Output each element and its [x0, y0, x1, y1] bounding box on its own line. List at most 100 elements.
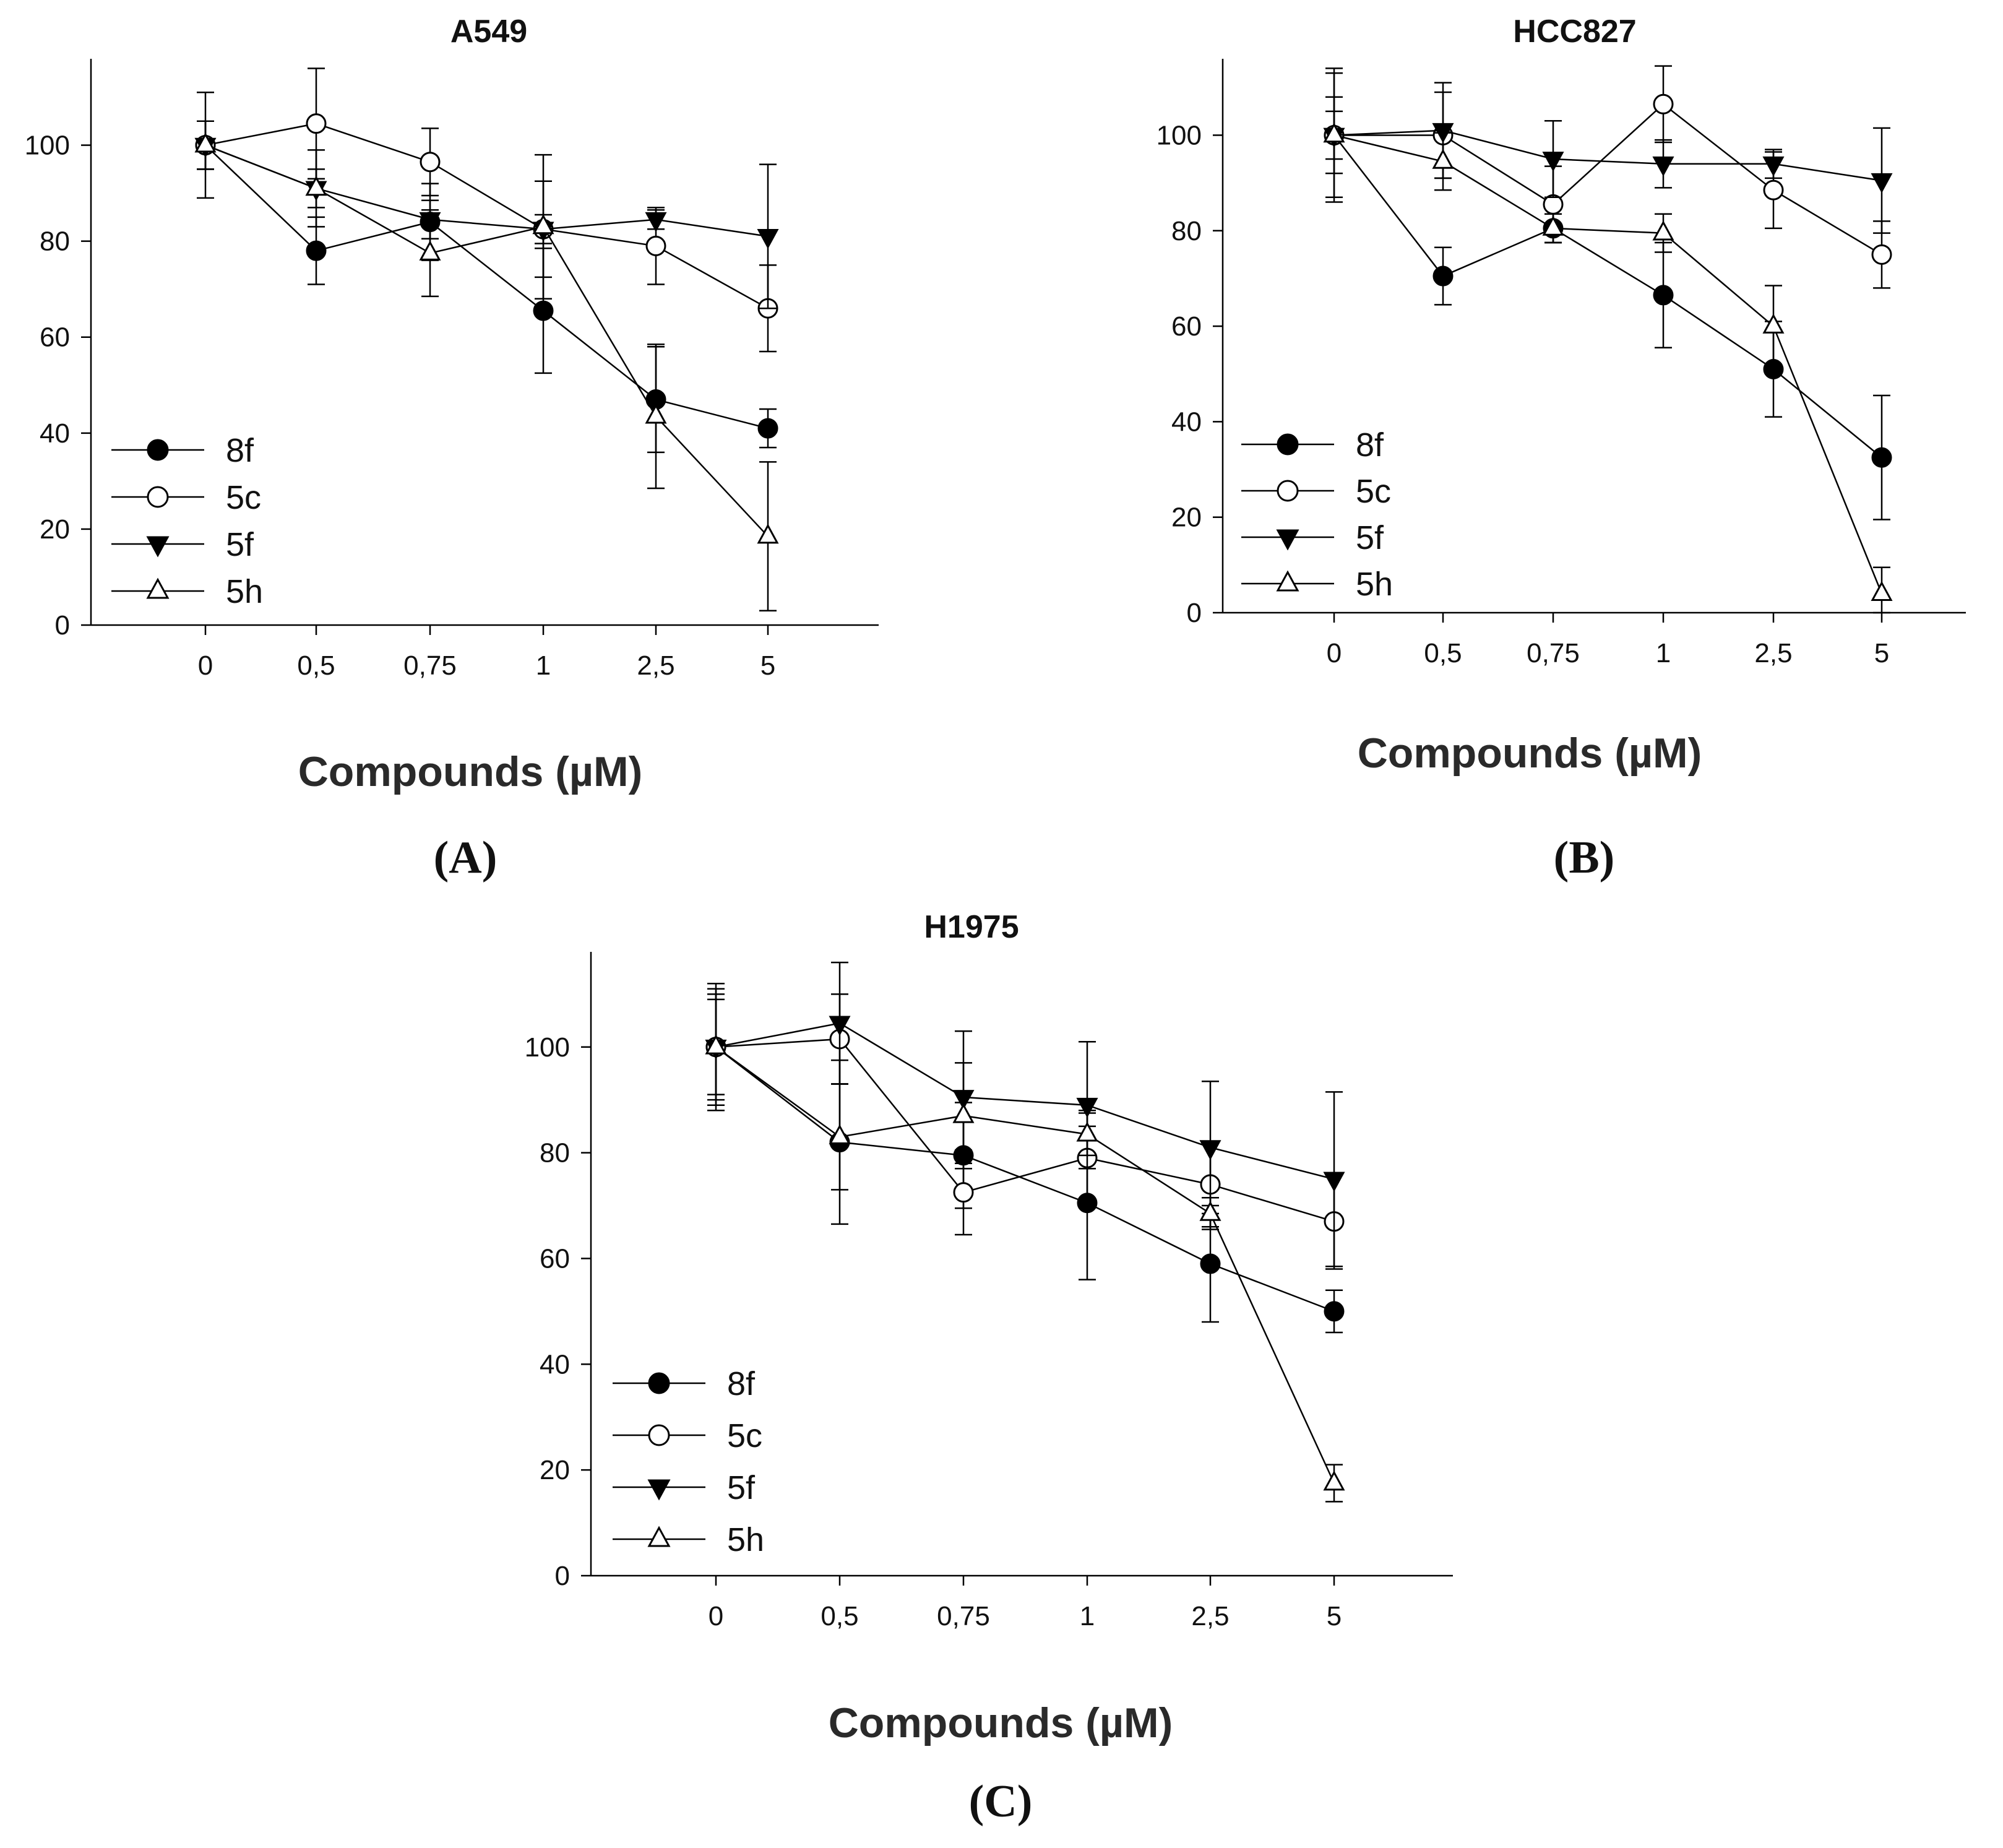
data-point: [305, 175, 327, 196]
panel-label: (C): [969, 1776, 1033, 1827]
data-point: [1652, 220, 1674, 241]
x-tick-label: 0: [709, 1601, 723, 1631]
data-point: [533, 300, 554, 321]
y-tick-label: 100: [1157, 120, 1202, 150]
data-point: [306, 240, 327, 261]
legend: 8f 5c 5f 5h: [1241, 426, 1393, 603]
legend-marker: [1277, 433, 1299, 456]
series-5f: [1323, 82, 1893, 234]
legend-marker: [1276, 570, 1299, 592]
y-tick-label: 20: [40, 514, 70, 545]
legend-marker: [146, 536, 170, 558]
legend-label: 5h: [1356, 566, 1393, 603]
data-point: [1542, 152, 1564, 172]
data-point: [1323, 1172, 1345, 1192]
panel-label: (B): [1554, 832, 1615, 883]
legend-label: 5f: [226, 526, 254, 563]
series-5c: [1324, 65, 1892, 289]
legend-marker: [146, 577, 170, 599]
series-5c: [705, 993, 1345, 1270]
series-line: [715, 1022, 1335, 1180]
series-8f: [705, 983, 1345, 1334]
panel-H1975: H1975 0 20 40 60 80 100 0 0,5 0,75 1 2,5 5 Compounds …: [525, 909, 1453, 1827]
data-point: [1652, 156, 1674, 177]
x-tick-label: 1: [1080, 1601, 1095, 1631]
legend-label: 5c: [1356, 473, 1391, 510]
x-tick-label: 1: [1656, 638, 1671, 668]
x-tick-label: 2,5: [1754, 638, 1792, 668]
legend-label: 5f: [1356, 519, 1384, 556]
legend-label: 5c: [226, 479, 261, 516]
data-point: [1076, 1121, 1098, 1142]
x-axis-label: Compounds (µM): [829, 1699, 1173, 1747]
x-tick-label: 0,5: [821, 1601, 858, 1631]
series-line: [205, 123, 769, 309]
x-axis-label: Compounds (µM): [298, 748, 643, 795]
series-line: [715, 1046, 1335, 1484]
series-line: [1333, 129, 1882, 181]
data-point: [952, 1103, 975, 1123]
series-8f: [1324, 67, 1892, 520]
y-tick-label: 80: [1171, 216, 1202, 246]
legend-label: 5h: [226, 573, 263, 610]
data-point: [306, 113, 327, 134]
x-axis-label: Compounds (µM): [1358, 730, 1702, 777]
legend-label: 5h: [727, 1521, 764, 1558]
data-point: [705, 1034, 727, 1055]
data-point: [757, 524, 779, 544]
data-point: [419, 240, 441, 261]
chart-title: A549: [450, 14, 527, 50]
legend-label: 5f: [727, 1469, 756, 1506]
data-point: [1432, 266, 1454, 287]
data-point: [645, 235, 666, 256]
y-tick-label: 60: [40, 322, 70, 353]
x-tick-label: 0,75: [403, 650, 457, 681]
x-tick-label: 2,5: [637, 650, 674, 681]
data-point: [1076, 1097, 1098, 1118]
data-point: [1199, 1140, 1221, 1160]
y-tick-label: 60: [540, 1243, 570, 1274]
series-5h: [705, 988, 1345, 1503]
legend-marker: [1277, 480, 1299, 502]
legend-label: 8f: [727, 1365, 756, 1402]
data-point: [1200, 1253, 1221, 1274]
series-line: [1333, 134, 1882, 459]
data-point: [1871, 581, 1893, 601]
data-point: [829, 1016, 851, 1036]
data-point: [1871, 173, 1893, 194]
legend-marker: [647, 1526, 671, 1547]
series-line: [205, 144, 769, 238]
series-5c: [195, 67, 778, 353]
y-tick-label: 20: [1171, 503, 1202, 533]
data-point: [1323, 1470, 1345, 1491]
x-tick-label: 2,5: [1191, 1601, 1229, 1631]
data-point: [1763, 179, 1784, 201]
x-tick-label: 0,5: [1424, 638, 1462, 668]
data-point: [757, 418, 778, 439]
series-line: [1333, 134, 1883, 594]
y-tick-label: 0: [1187, 598, 1202, 628]
series-5h: [194, 92, 779, 611]
series-5h: [1323, 72, 1893, 614]
series-8f: [195, 120, 778, 454]
legend-label: 5c: [727, 1417, 762, 1454]
x-tick-label: 5: [1874, 638, 1889, 668]
data-point: [420, 152, 441, 173]
data-point: [1323, 123, 1345, 143]
y-tick-label: 40: [540, 1349, 570, 1380]
panel-A549: A549 0 20 40 60 80 100 0 0,5 0,75 1 2,5 5 Compounds (…: [25, 14, 879, 883]
data-point: [1432, 149, 1454, 169]
y-tick-label: 100: [25, 131, 70, 161]
series-line: [715, 1038, 1335, 1222]
series-5f: [194, 120, 779, 309]
data-point: [1762, 313, 1785, 334]
data-point: [1871, 447, 1892, 468]
x-tick-label: 0,5: [297, 650, 335, 681]
x-tick-label: 0,75: [1527, 638, 1580, 668]
x-tick-label: 5: [760, 650, 775, 681]
chart-title: H1975: [924, 909, 1019, 945]
panel-label: (A): [434, 832, 498, 883]
legend: 8f 5c 5f 5h: [111, 432, 263, 610]
legend-label: 8f: [226, 432, 254, 469]
